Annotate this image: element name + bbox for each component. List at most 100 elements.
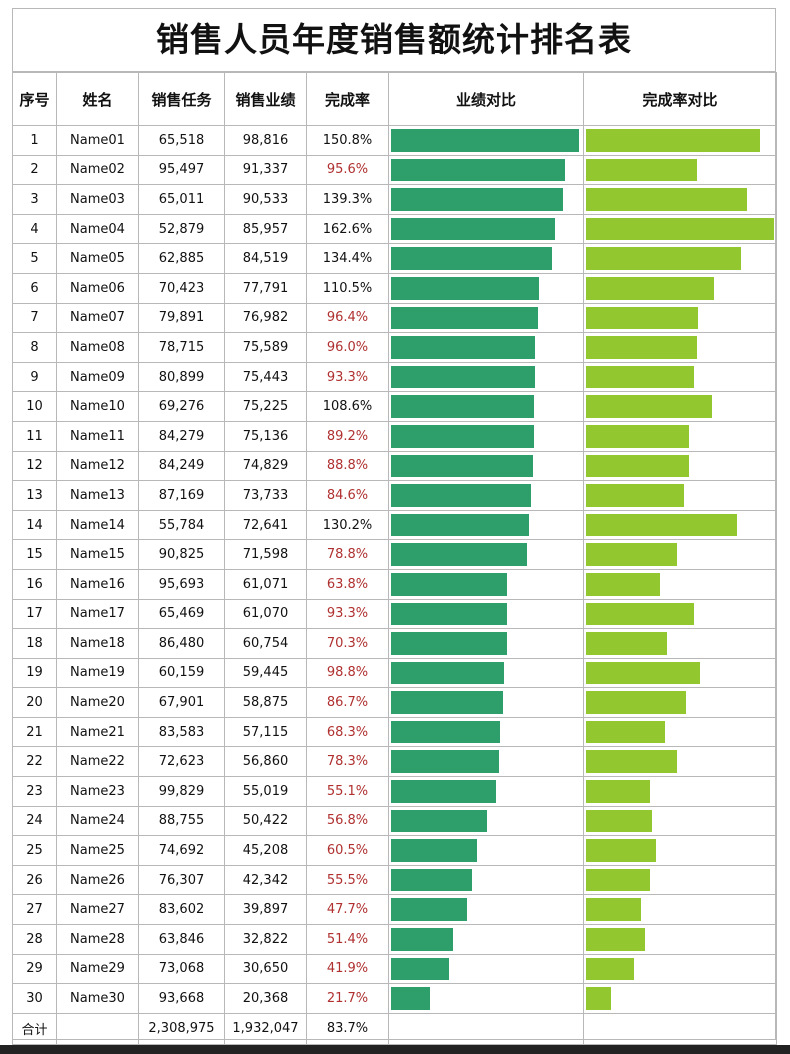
cell-rate-bar[interactable]: [583, 539, 777, 570]
cell-rate[interactable]: 89.2%: [306, 420, 389, 452]
cell-no[interactable]: 22: [12, 746, 57, 778]
cell-rate[interactable]: 110.5%: [306, 272, 389, 304]
cell-rate[interactable]: 70.3%: [306, 628, 389, 659]
cell-rate[interactable]: 56.8%: [306, 805, 389, 837]
header-rate[interactable]: 完成率: [306, 72, 389, 126]
cell-name[interactable]: Name25: [56, 835, 139, 866]
cell-sales-bar[interactable]: [388, 480, 584, 511]
cell-target[interactable]: 69,276: [138, 391, 225, 422]
cell-rate[interactable]: 93.3%: [306, 361, 389, 393]
cell-rate[interactable]: 86.7%: [306, 687, 389, 718]
cell-rate-bar[interactable]: [583, 302, 777, 334]
cell-sales-bar[interactable]: [388, 154, 584, 186]
total-rate-compare[interactable]: [583, 1012, 777, 1045]
cell-target[interactable]: 87,169: [138, 480, 225, 511]
cell-target[interactable]: 65,011: [138, 184, 225, 215]
cell-sales-bar[interactable]: [388, 243, 584, 274]
cell-no[interactable]: 5: [12, 243, 57, 274]
cell-name[interactable]: Name01: [56, 125, 139, 156]
cell-sales-bar[interactable]: [388, 805, 584, 837]
cell-target[interactable]: 83,602: [138, 894, 225, 926]
cell-no[interactable]: 23: [12, 776, 57, 807]
cell-rate[interactable]: 55.5%: [306, 864, 389, 896]
cell-no[interactable]: 4: [12, 213, 57, 245]
cell-rate-bar[interactable]: [583, 450, 777, 482]
cell-rate-bar[interactable]: [583, 420, 777, 452]
cell-name[interactable]: Name07: [56, 302, 139, 334]
header-name[interactable]: 姓名: [56, 72, 139, 126]
cell-rate-bar[interactable]: [583, 776, 777, 807]
cell-rate[interactable]: 51.4%: [306, 924, 389, 955]
cell-no[interactable]: 16: [12, 568, 57, 600]
header-sales[interactable]: 销售业绩: [224, 72, 307, 126]
cell-sales[interactable]: 30,650: [224, 953, 307, 985]
cell-sales-bar[interactable]: [388, 864, 584, 896]
cell-rate-bar[interactable]: [583, 983, 777, 1014]
cell-no[interactable]: 9: [12, 361, 57, 393]
cell-target[interactable]: 65,469: [138, 598, 225, 630]
cell-name[interactable]: Name18: [56, 628, 139, 659]
cell-sales-bar[interactable]: [388, 539, 584, 570]
cell-rate[interactable]: 139.3%: [306, 184, 389, 215]
cell-name[interactable]: Name12: [56, 450, 139, 482]
cell-sales[interactable]: 50,422: [224, 805, 307, 837]
cell-name[interactable]: Name24: [56, 805, 139, 837]
cell-rate[interactable]: 96.0%: [306, 332, 389, 363]
cell-sales[interactable]: 73,733: [224, 480, 307, 511]
cell-sales-bar[interactable]: [388, 332, 584, 363]
cell-rate[interactable]: 55.1%: [306, 776, 389, 807]
cell-sales-bar[interactable]: [388, 568, 584, 600]
cell-rate-bar[interactable]: [583, 332, 777, 363]
cell-sales[interactable]: 61,071: [224, 568, 307, 600]
cell-no[interactable]: 15: [12, 539, 57, 570]
cell-name[interactable]: Name08: [56, 332, 139, 363]
cell-target[interactable]: 60,159: [138, 657, 225, 689]
cell-no[interactable]: 19: [12, 657, 57, 689]
cell-sales-bar[interactable]: [388, 213, 584, 245]
total-rate[interactable]: 83.7%: [306, 1012, 389, 1045]
cell-sales-bar[interactable]: [388, 598, 584, 630]
cell-rate[interactable]: 41.9%: [306, 953, 389, 985]
cell-no[interactable]: 7: [12, 302, 57, 334]
cell-rate-bar[interactable]: [583, 361, 777, 393]
cell-no[interactable]: 20: [12, 687, 57, 718]
cell-rate-bar[interactable]: [583, 125, 777, 156]
cell-sales[interactable]: 59,445: [224, 657, 307, 689]
cell-name[interactable]: Name27: [56, 894, 139, 926]
cell-target[interactable]: 83,583: [138, 716, 225, 748]
cell-name[interactable]: Name22: [56, 746, 139, 778]
cell-name[interactable]: Name10: [56, 391, 139, 422]
cell-sales-bar[interactable]: [388, 894, 584, 926]
cell-sales[interactable]: 75,443: [224, 361, 307, 393]
cell-sales[interactable]: 39,897: [224, 894, 307, 926]
cell-rate[interactable]: 95.6%: [306, 154, 389, 186]
cell-sales-bar[interactable]: [388, 509, 584, 541]
cell-target[interactable]: 84,279: [138, 420, 225, 452]
cell-rate[interactable]: 60.5%: [306, 835, 389, 866]
cell-rate-bar[interactable]: [583, 657, 777, 689]
cell-sales-bar[interactable]: [388, 125, 584, 156]
cell-rate-bar[interactable]: [583, 272, 777, 304]
cell-rate[interactable]: 88.8%: [306, 450, 389, 482]
cell-name[interactable]: Name19: [56, 657, 139, 689]
cell-sales-bar[interactable]: [388, 302, 584, 334]
cell-no[interactable]: 6: [12, 272, 57, 304]
cell-sales[interactable]: 75,589: [224, 332, 307, 363]
cell-target[interactable]: 78,715: [138, 332, 225, 363]
cell-sales-bar[interactable]: [388, 953, 584, 985]
cell-sales[interactable]: 56,860: [224, 746, 307, 778]
cell-rate[interactable]: 150.8%: [306, 125, 389, 156]
cell-sales[interactable]: 60,754: [224, 628, 307, 659]
cell-sales[interactable]: 76,982: [224, 302, 307, 334]
cell-rate[interactable]: 134.4%: [306, 243, 389, 274]
cell-no[interactable]: 13: [12, 480, 57, 511]
cell-sales-bar[interactable]: [388, 924, 584, 955]
cell-sales-bar[interactable]: [388, 184, 584, 215]
total-name-cell[interactable]: [56, 1012, 139, 1045]
cell-target[interactable]: 76,307: [138, 864, 225, 896]
cell-name[interactable]: Name03: [56, 184, 139, 215]
cell-name[interactable]: Name11: [56, 420, 139, 452]
cell-no[interactable]: 1: [12, 125, 57, 156]
header-rate-compare[interactable]: 完成率对比: [583, 72, 777, 126]
cell-sales[interactable]: 32,822: [224, 924, 307, 955]
